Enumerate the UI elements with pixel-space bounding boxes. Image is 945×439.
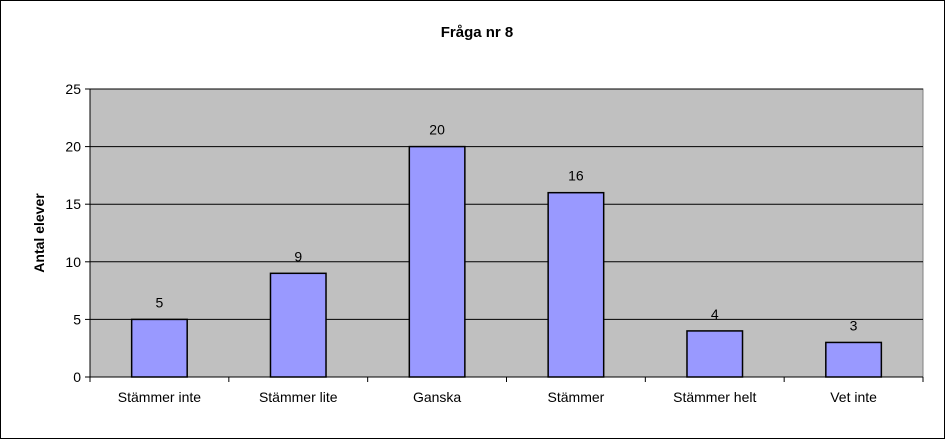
y-tick-label-20: 20	[65, 139, 81, 155]
x-tick-label-4: Stämmer helt	[673, 389, 756, 405]
bar-3	[547, 191, 605, 378]
bar-0	[130, 318, 188, 378]
y-axis-label: Antal elever	[31, 193, 47, 273]
bar-4	[686, 330, 744, 378]
data-label-3: 16	[568, 168, 584, 184]
y-tick-label-5: 5	[73, 311, 81, 327]
bar-5	[825, 341, 883, 378]
data-label-4: 4	[711, 306, 719, 322]
chart-title: Fråga nr 8	[441, 24, 514, 41]
y-tick-label-0: 0	[73, 369, 81, 385]
data-label-2: 20	[429, 122, 445, 138]
x-tick-label-2: Ganska	[413, 389, 461, 405]
y-tick-label-10: 10	[65, 254, 81, 270]
x-tick-label-5: Vet inte	[830, 389, 877, 405]
data-label-0: 5	[156, 294, 164, 310]
x-tick-label-1: Stämmer lite	[259, 389, 338, 405]
data-label-1: 9	[294, 248, 302, 264]
y-tick-label-15: 15	[65, 196, 81, 212]
y-tick-label-25: 25	[65, 81, 81, 97]
data-label-5: 3	[850, 317, 858, 333]
x-tick-label-0: Stämmer inte	[118, 389, 201, 405]
bar-1	[269, 272, 327, 378]
x-tick-label-3: Stämmer	[548, 389, 605, 405]
plot-area: 0 5 10 15 20 25 5 Stämmer inte 9 Stämmer lite 20 Ga…	[65, 81, 924, 405]
plot-background	[89, 88, 924, 378]
bar-2	[408, 145, 466, 378]
